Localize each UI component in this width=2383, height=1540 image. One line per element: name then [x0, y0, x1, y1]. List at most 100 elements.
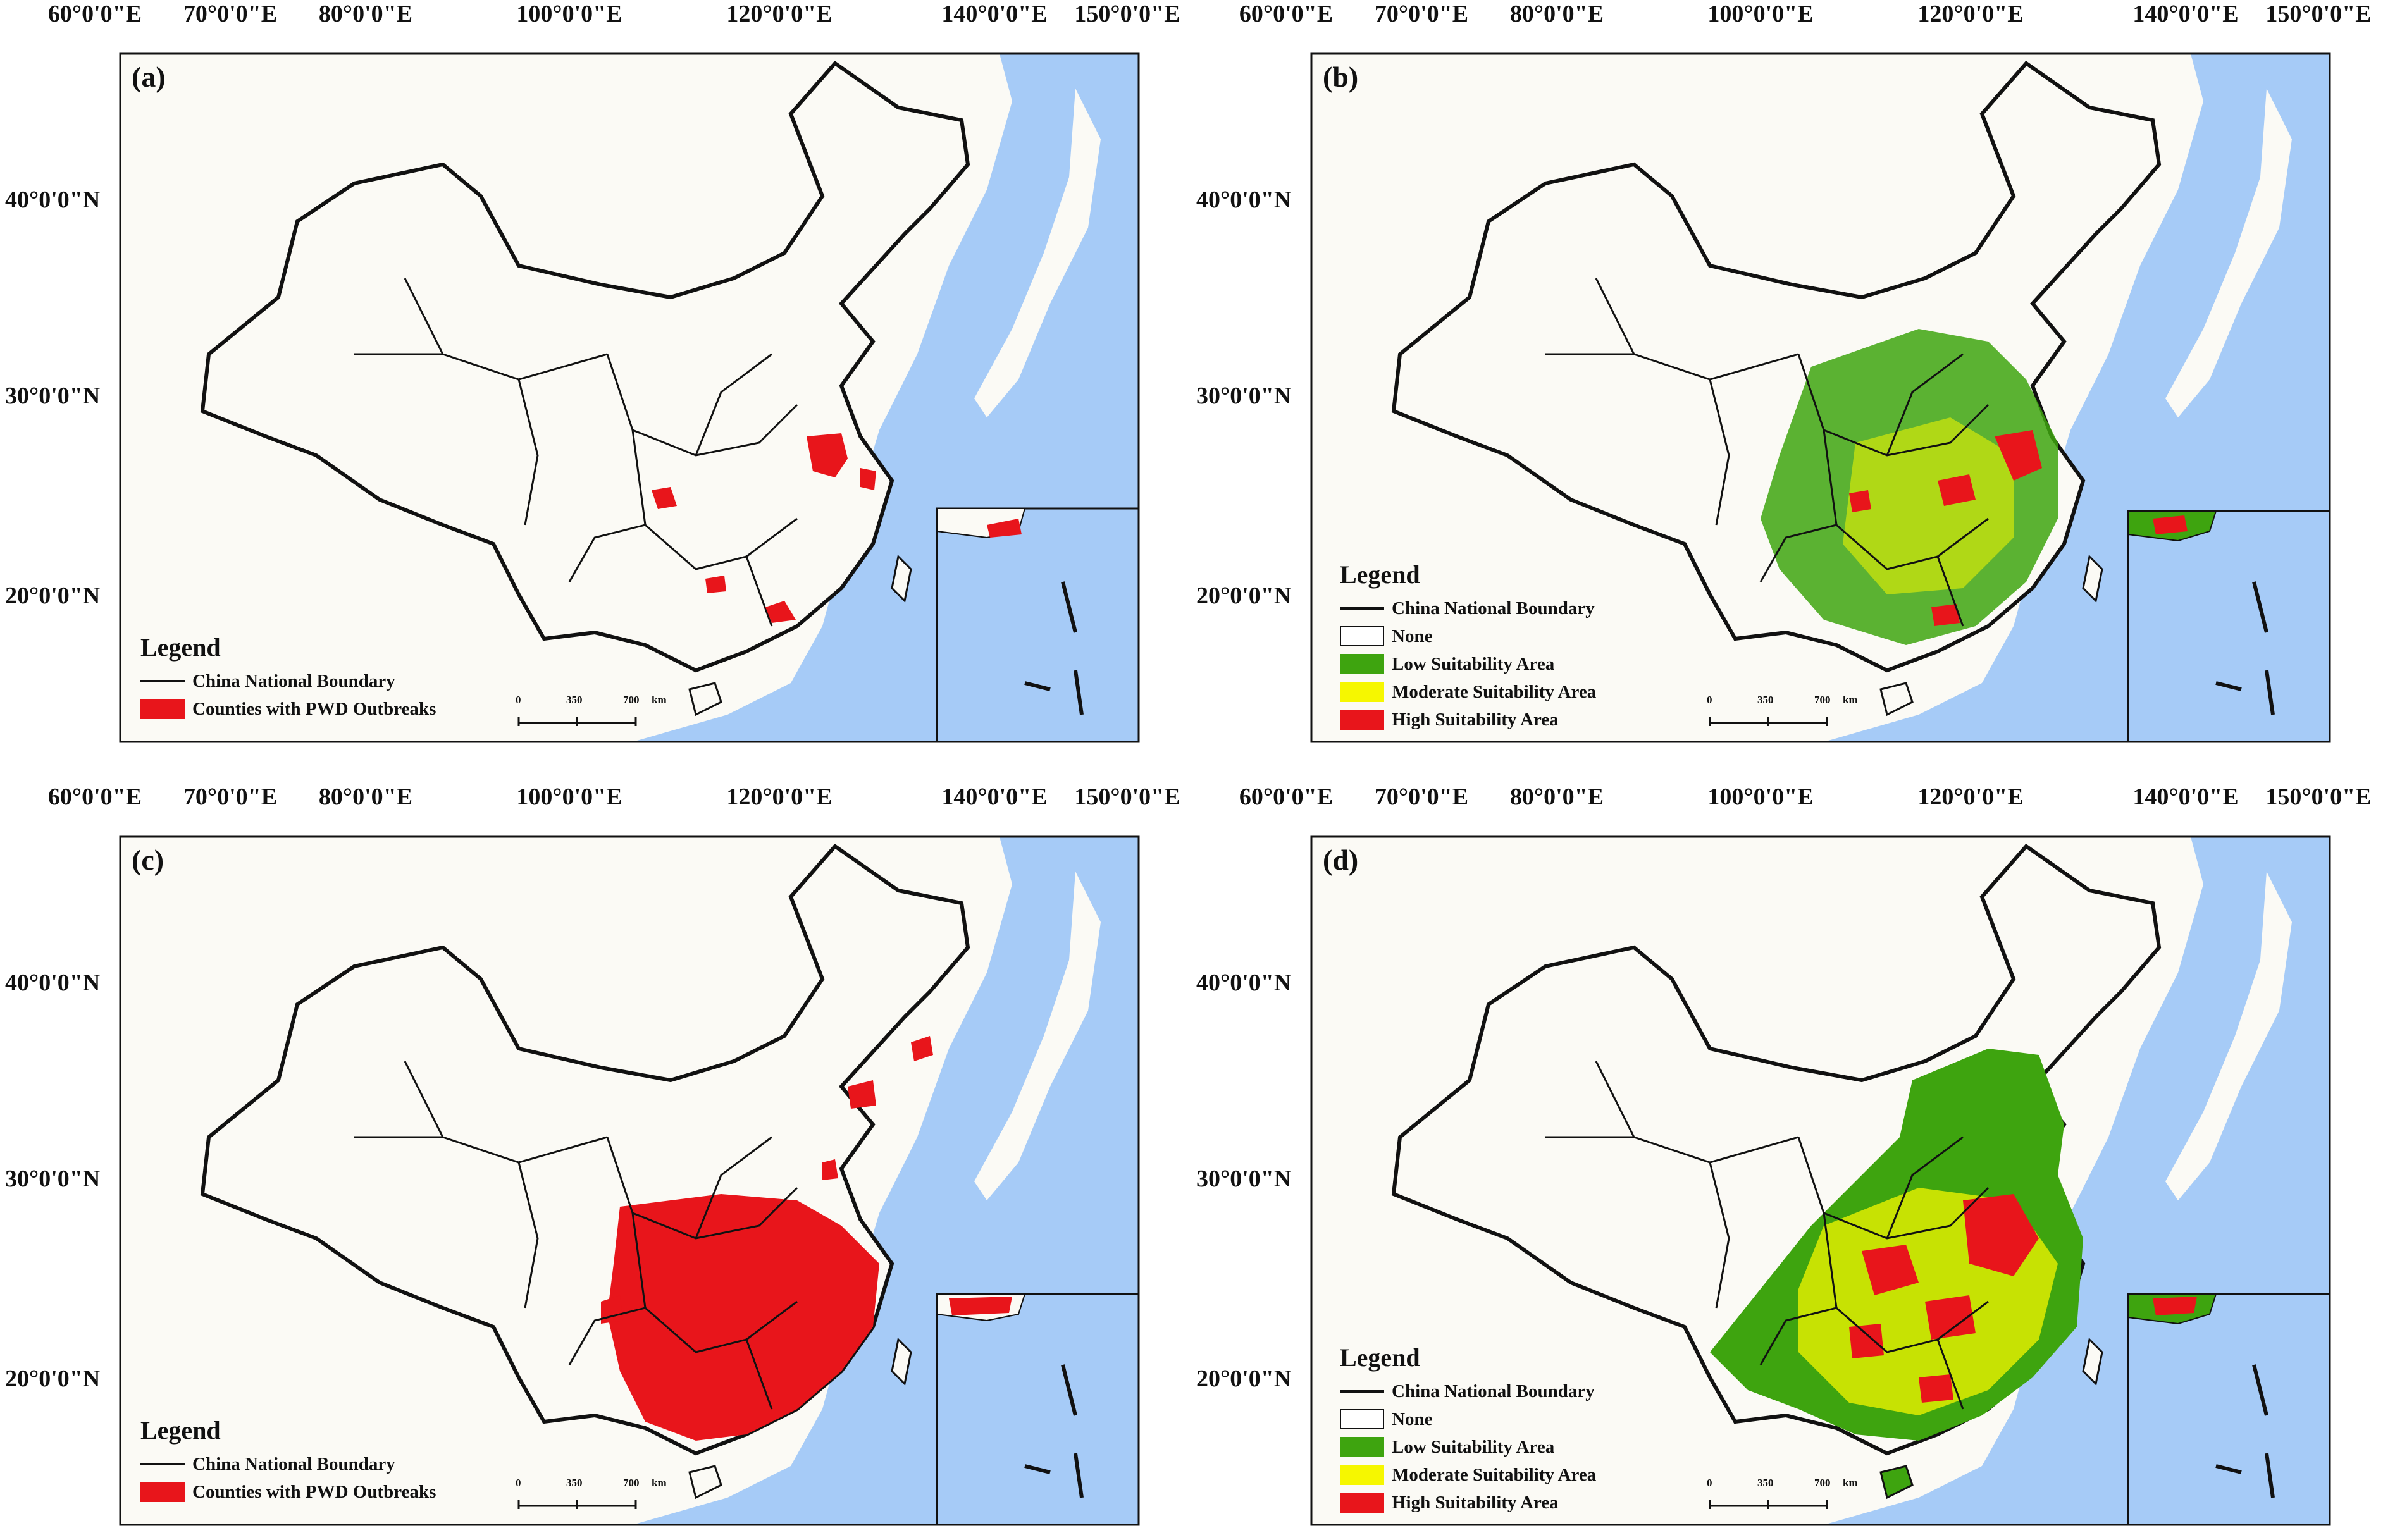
- lat-label: 30°0'0"N: [1196, 383, 1292, 409]
- boundary-line-icon: [140, 680, 185, 682]
- lat-label: 20°0'0"N: [5, 582, 101, 609]
- high-swatch: [1340, 710, 1384, 730]
- inset-map: [936, 507, 1140, 743]
- lon-label: 140°0'0"E: [2132, 1, 2239, 27]
- legend-label: China National Boundary: [1392, 1381, 1595, 1401]
- lat-label: 40°0'0"N: [5, 187, 101, 213]
- scale-bar: [1709, 1500, 1828, 1509]
- scale-tick: 0: [1707, 1477, 1712, 1489]
- japan-islands: [974, 872, 1101, 1200]
- high-swatch: [1340, 1493, 1384, 1513]
- legend-label: Low Suitability Area: [1392, 653, 1555, 674]
- lat-label: 20°0'0"N: [5, 1365, 101, 1392]
- scale-bar: [517, 1500, 637, 1509]
- legend: Legend China National Boundary Counties …: [140, 1415, 436, 1506]
- scale-tick: 700: [1814, 694, 1831, 706]
- lon-label: 70°0'0"E: [183, 1, 278, 27]
- legend: Legend China National Boundary None Low …: [1340, 1343, 1596, 1517]
- scale-unit: km: [652, 694, 667, 706]
- boundary-line-icon: [1340, 1390, 1384, 1393]
- legend-title: Legend: [140, 633, 221, 662]
- lon-label: 140°0'0"E: [941, 1, 1048, 27]
- lon-label: 100°0'0"E: [1707, 1, 1814, 27]
- lon-label: 120°0'0"E: [1917, 784, 2024, 810]
- legend-row-moderate: Moderate Suitability Area: [1340, 1461, 1596, 1489]
- legend-row-high: High Suitability Area: [1340, 1489, 1596, 1517]
- map-panel-a: 60°0'0"E 70°0'0"E 80°0'0"E 100°0'0"E 120…: [0, 0, 1191, 770]
- legend-label: Moderate Suitability Area: [1392, 1464, 1597, 1485]
- lat-label: 30°0'0"N: [5, 1166, 101, 1192]
- legend-title: Legend: [1340, 560, 1420, 589]
- panel-label: (c): [132, 844, 164, 876]
- legend-row-boundary: China National Boundary: [140, 1450, 436, 1478]
- lon-label: 70°0'0"E: [1374, 1, 1469, 27]
- legend-label: China National Boundary: [192, 1453, 395, 1474]
- scale-tick: 350: [1757, 1477, 1774, 1489]
- outbreak-swatch: [140, 1482, 185, 1502]
- scale-tick: 0: [516, 694, 521, 706]
- legend-row-boundary: China National Boundary: [1340, 1377, 1596, 1405]
- scale-tick: 350: [566, 1477, 583, 1489]
- legend-row-none: None: [1340, 622, 1596, 650]
- lon-label: 140°0'0"E: [941, 784, 1048, 810]
- lon-label: 140°0'0"E: [2132, 784, 2239, 810]
- legend-label: China National Boundary: [192, 670, 395, 691]
- outbreak-region: [607, 1194, 879, 1441]
- none-swatch: [1340, 1409, 1384, 1429]
- legend-row-high: High Suitability Area: [1340, 706, 1596, 734]
- low-swatch: [1340, 654, 1384, 674]
- legend-title: Legend: [140, 1416, 221, 1445]
- province-lines: [1545, 1061, 1990, 1410]
- taiwan: [2082, 1337, 2103, 1386]
- scale-tick: 0: [1707, 694, 1712, 706]
- scale-tick: 350: [1757, 694, 1774, 706]
- moderate-swatch: [1340, 1465, 1384, 1485]
- province-lines: [354, 278, 798, 627]
- lat-label: 30°0'0"N: [1196, 1166, 1292, 1192]
- korea: [854, 304, 911, 417]
- lat-label: 20°0'0"N: [1196, 1365, 1292, 1392]
- province-lines: [354, 1061, 798, 1410]
- legend-label: Counties with PWD Outbreaks: [192, 698, 436, 719]
- hainan: [1879, 1465, 1914, 1500]
- lon-label: 60°0'0"E: [1239, 784, 1334, 810]
- scale-tick: 350: [566, 694, 583, 706]
- legend-label: High Suitability Area: [1392, 709, 1559, 730]
- inset-map: [936, 1293, 1140, 1526]
- outbreak-swatch: [140, 699, 185, 719]
- lon-label: 80°0'0"E: [318, 784, 413, 810]
- province-lines: [1545, 278, 1990, 627]
- lon-label: 80°0'0"E: [1509, 1, 1604, 27]
- map-frame: [119, 52, 1140, 743]
- scale-tick: 700: [623, 694, 640, 706]
- legend-row-boundary: China National Boundary: [1340, 594, 1596, 622]
- moderate-swatch: [1340, 682, 1384, 702]
- scale-unit: km: [1843, 694, 1858, 706]
- lat-label: 20°0'0"N: [1196, 582, 1292, 609]
- legend-label: Low Suitability Area: [1392, 1436, 1555, 1457]
- map-border: [1310, 835, 2331, 1526]
- scale-tick: 700: [1814, 1477, 1831, 1489]
- lon-label: 150°0'0"E: [1074, 1, 1180, 27]
- hainan: [1879, 682, 1914, 717]
- lon-label: 80°0'0"E: [1509, 784, 1604, 810]
- lon-label: 80°0'0"E: [318, 1, 413, 27]
- legend-row-moderate: Moderate Suitability Area: [1340, 678, 1596, 706]
- panel-label: (a): [132, 61, 166, 93]
- outbreak-patches: [652, 433, 876, 623]
- hainan: [688, 682, 722, 717]
- boundary-line-icon: [140, 1463, 185, 1465]
- inset-map: [2127, 1293, 2331, 1526]
- legend-row-low: Low Suitability Area: [1340, 1433, 1596, 1461]
- boundary-line-icon: [1340, 607, 1384, 610]
- scale-unit: km: [1843, 1477, 1858, 1489]
- taiwan: [891, 1337, 912, 1386]
- map-border: [119, 835, 1140, 1526]
- high-suitability-patches: [1849, 1194, 2039, 1403]
- legend: Legend China National Boundary None Low …: [1340, 560, 1596, 734]
- map-border: [119, 52, 1140, 743]
- none-swatch: [1340, 626, 1384, 646]
- lon-label: 150°0'0"E: [1074, 784, 1180, 810]
- scale-tick: 0: [516, 1477, 521, 1489]
- legend-row-none: None: [1340, 1405, 1596, 1433]
